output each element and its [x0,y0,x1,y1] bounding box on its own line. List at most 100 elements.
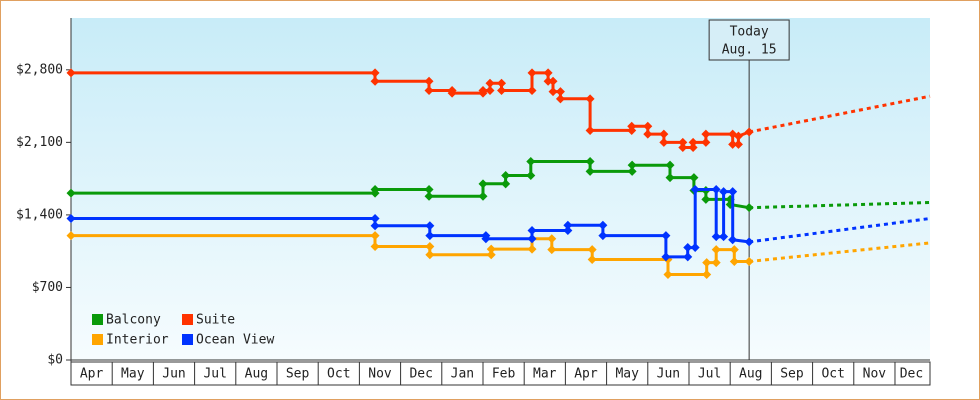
marker [526,157,536,167]
x-tick-label: Dec [409,367,432,382]
marker [424,76,434,86]
marker [719,232,729,242]
marker [526,171,536,181]
marker [478,179,488,189]
legend-label: Ocean View [196,333,274,348]
x-tick-label: Dec [900,367,923,382]
marker [527,225,537,235]
marker [527,68,537,78]
marker [585,157,595,167]
marker [478,191,488,201]
x-tick-label: Jul [203,367,226,382]
marker [587,254,597,264]
marker [563,220,573,230]
marker [744,203,754,213]
x-tick-label: Oct [327,367,350,382]
marker [66,188,76,198]
marker [424,185,434,195]
marker [598,231,608,241]
marker [688,143,698,153]
marker [478,86,488,96]
legend-label: Suite [196,313,235,328]
marker [485,78,495,88]
marker [555,94,565,104]
marker [728,235,738,245]
marker [527,244,537,254]
forecast-line [749,201,931,210]
marker [585,125,595,135]
marker [627,166,637,176]
marker [701,129,711,139]
marker [548,87,558,97]
today-box [708,19,790,61]
x-tick-label: Oct [821,367,844,382]
x-tick-label: Nov [863,367,887,382]
forecast-line [748,217,931,244]
marker [728,187,738,197]
marker [66,68,76,78]
marker [424,86,434,96]
marker [643,121,653,131]
marker [585,94,595,104]
marker [627,121,637,131]
marker [497,78,507,88]
marker [501,179,511,189]
marker [548,76,558,86]
marker [370,68,380,78]
marker [663,270,673,279]
forecast-line [748,241,931,263]
marker [370,242,380,252]
marker [587,245,597,255]
marker [702,270,712,279]
x-tick-label: Sep [286,367,310,382]
marker [370,214,380,224]
marker [689,173,699,183]
marker [665,173,675,183]
marker [678,143,688,153]
marker [547,234,557,244]
marker [733,139,743,149]
marker [497,86,507,96]
x-tick-label: Feb [492,367,516,382]
x-tick-label: Jul [698,367,721,382]
marker [729,257,739,267]
x-tick-label: May [121,367,145,382]
x-tick-label: Aug [245,367,268,382]
marker [563,225,573,235]
marker [683,252,693,262]
marker [425,250,435,260]
marker [701,194,711,204]
marker [661,231,671,241]
y-tick-label: $700 [32,280,63,295]
plot-area [71,18,930,360]
x-tick-label: Nov [368,367,392,382]
marker [733,131,743,141]
marker [370,185,380,195]
x-tick-label: Apr [574,367,598,382]
marker [555,87,565,97]
marker [663,254,673,264]
marker [744,257,754,267]
y-tick-label: $0 [47,353,63,368]
marker [370,221,380,231]
marker [66,231,76,241]
today-label: Aug. 15 [722,43,777,58]
marker [665,160,675,170]
marker [547,245,557,255]
marker [425,231,435,241]
legend-swatch [92,334,103,345]
marker [527,86,537,96]
marker [627,160,637,170]
marker [711,245,721,255]
forecast-line [748,94,931,134]
x-tick-label: Jan [451,367,474,382]
marker [719,187,729,197]
marker [527,234,537,244]
marker [370,231,380,241]
marker [729,245,739,255]
x-tick-label: Aug [739,367,762,382]
legend-label: Interior [106,333,169,348]
marker [598,220,608,230]
marker [66,214,76,224]
